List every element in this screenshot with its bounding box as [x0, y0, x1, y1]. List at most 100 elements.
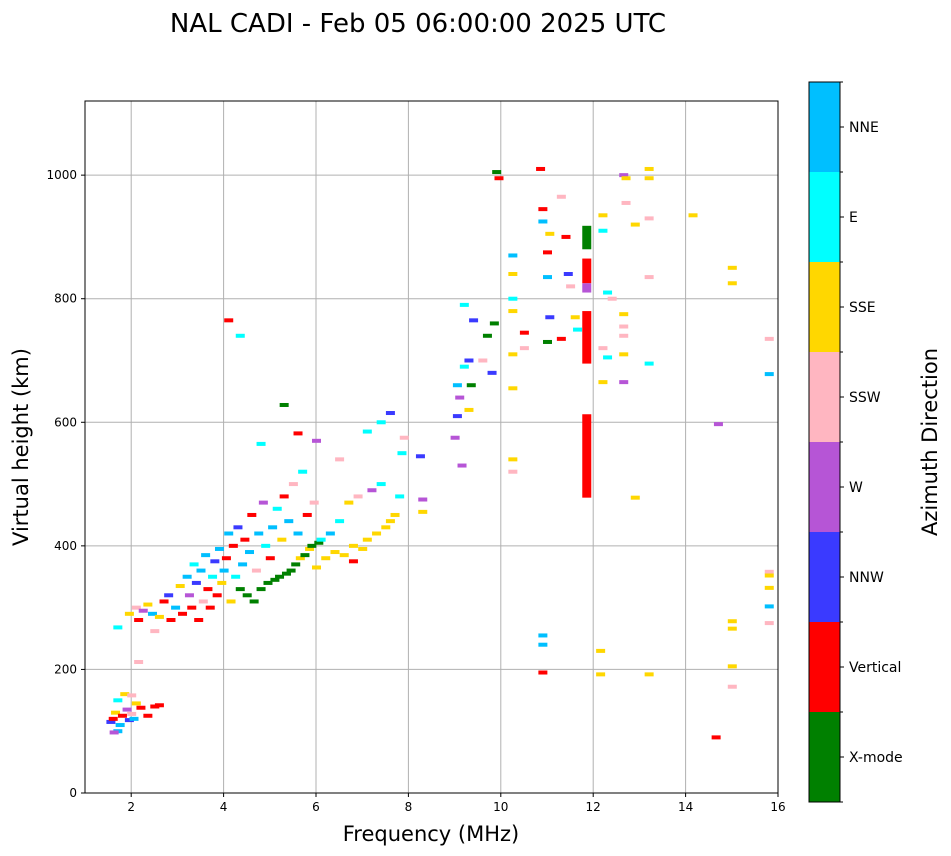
colorbar-label-vertical: Vertical — [849, 660, 901, 676]
data-point — [321, 556, 331, 561]
data-point — [713, 422, 723, 427]
data-point — [124, 611, 134, 616]
y-tick-label: 1000 — [46, 168, 77, 182]
data-bar — [582, 225, 592, 250]
data-point — [249, 599, 259, 604]
data-point — [619, 352, 629, 357]
data-point — [134, 660, 144, 665]
data-point — [619, 380, 629, 385]
colorbar-label: Azimuth Direction — [918, 348, 942, 536]
colorbar-segment — [809, 442, 840, 532]
data-point — [538, 207, 548, 212]
data-point — [147, 611, 157, 616]
data-point — [603, 355, 613, 360]
data-point — [543, 339, 552, 344]
colorbar-segment — [809, 352, 840, 442]
data-point — [113, 625, 123, 630]
data-point — [644, 672, 654, 677]
data-point — [376, 482, 386, 487]
data-point — [127, 693, 137, 698]
data-bar — [582, 311, 592, 364]
data-point — [217, 580, 227, 585]
data-point — [235, 333, 245, 338]
data-point — [339, 553, 349, 558]
data-point — [136, 705, 146, 710]
x-tick-label: 16 — [770, 800, 785, 814]
data-bar — [582, 283, 592, 293]
data-point — [543, 250, 552, 255]
data-point — [305, 546, 315, 551]
data-point — [459, 302, 469, 307]
data-point — [536, 166, 546, 171]
x-tick-label: 12 — [586, 800, 601, 814]
data-point — [256, 441, 266, 446]
data-point — [314, 540, 324, 545]
data-point — [265, 556, 275, 561]
data-point — [385, 519, 395, 524]
data-point — [538, 219, 548, 224]
x-axis-ticks: 2 4 6 8 10 12 14 16 — [127, 793, 786, 814]
data-point — [452, 383, 462, 388]
data-point — [727, 684, 737, 689]
data-point — [764, 372, 774, 377]
data-point — [235, 587, 245, 592]
colorbar-frame — [808, 81, 841, 803]
data-point — [508, 253, 518, 258]
data-point — [764, 336, 774, 341]
data-point — [621, 200, 631, 205]
data-point — [106, 719, 116, 724]
data-point — [385, 411, 395, 416]
data-point — [143, 602, 153, 607]
data-point — [120, 692, 130, 697]
data-point — [508, 272, 518, 276]
data-point — [348, 559, 358, 564]
data-point — [561, 234, 571, 239]
data-point — [270, 577, 280, 582]
colorbar-segment — [809, 262, 840, 352]
data-point — [117, 713, 127, 718]
data-point — [727, 619, 737, 624]
data-point — [563, 272, 573, 276]
data-point — [508, 469, 518, 474]
data-point — [358, 546, 368, 551]
data-point — [191, 580, 201, 585]
data-point — [251, 568, 261, 573]
data-point — [113, 698, 123, 703]
data-bar — [582, 414, 592, 498]
data-point — [415, 454, 425, 459]
data-point — [312, 565, 321, 570]
data-point — [240, 537, 250, 542]
data-point — [288, 482, 298, 487]
data-point — [275, 574, 285, 579]
data-point — [184, 593, 194, 598]
data-point — [607, 296, 617, 301]
data-point — [182, 574, 192, 579]
colorbar-label-ssw: SSW — [849, 390, 881, 406]
data-point — [545, 231, 555, 236]
y-tick-label: 400 — [54, 539, 77, 553]
data-point — [122, 707, 132, 712]
data-point — [154, 703, 164, 708]
data-point — [131, 605, 141, 610]
data-point — [293, 531, 303, 536]
data-point — [494, 176, 504, 181]
data-point — [175, 584, 185, 589]
x-tick-label: 8 — [405, 800, 413, 814]
data-point — [238, 562, 248, 567]
data-point — [478, 358, 488, 363]
data-point — [208, 574, 218, 579]
data-point — [210, 559, 220, 564]
data-point — [482, 333, 492, 338]
data-point — [372, 531, 382, 536]
colorbar-label-sse: SSE — [849, 300, 876, 316]
data-point — [295, 556, 305, 561]
data-point — [598, 228, 608, 233]
data-point — [538, 670, 548, 675]
colorbar-segment — [809, 532, 840, 622]
colorbar-segment — [809, 712, 840, 802]
data-point — [464, 407, 474, 412]
data-point — [129, 716, 139, 721]
data-point — [508, 386, 518, 391]
data-point — [272, 506, 282, 511]
